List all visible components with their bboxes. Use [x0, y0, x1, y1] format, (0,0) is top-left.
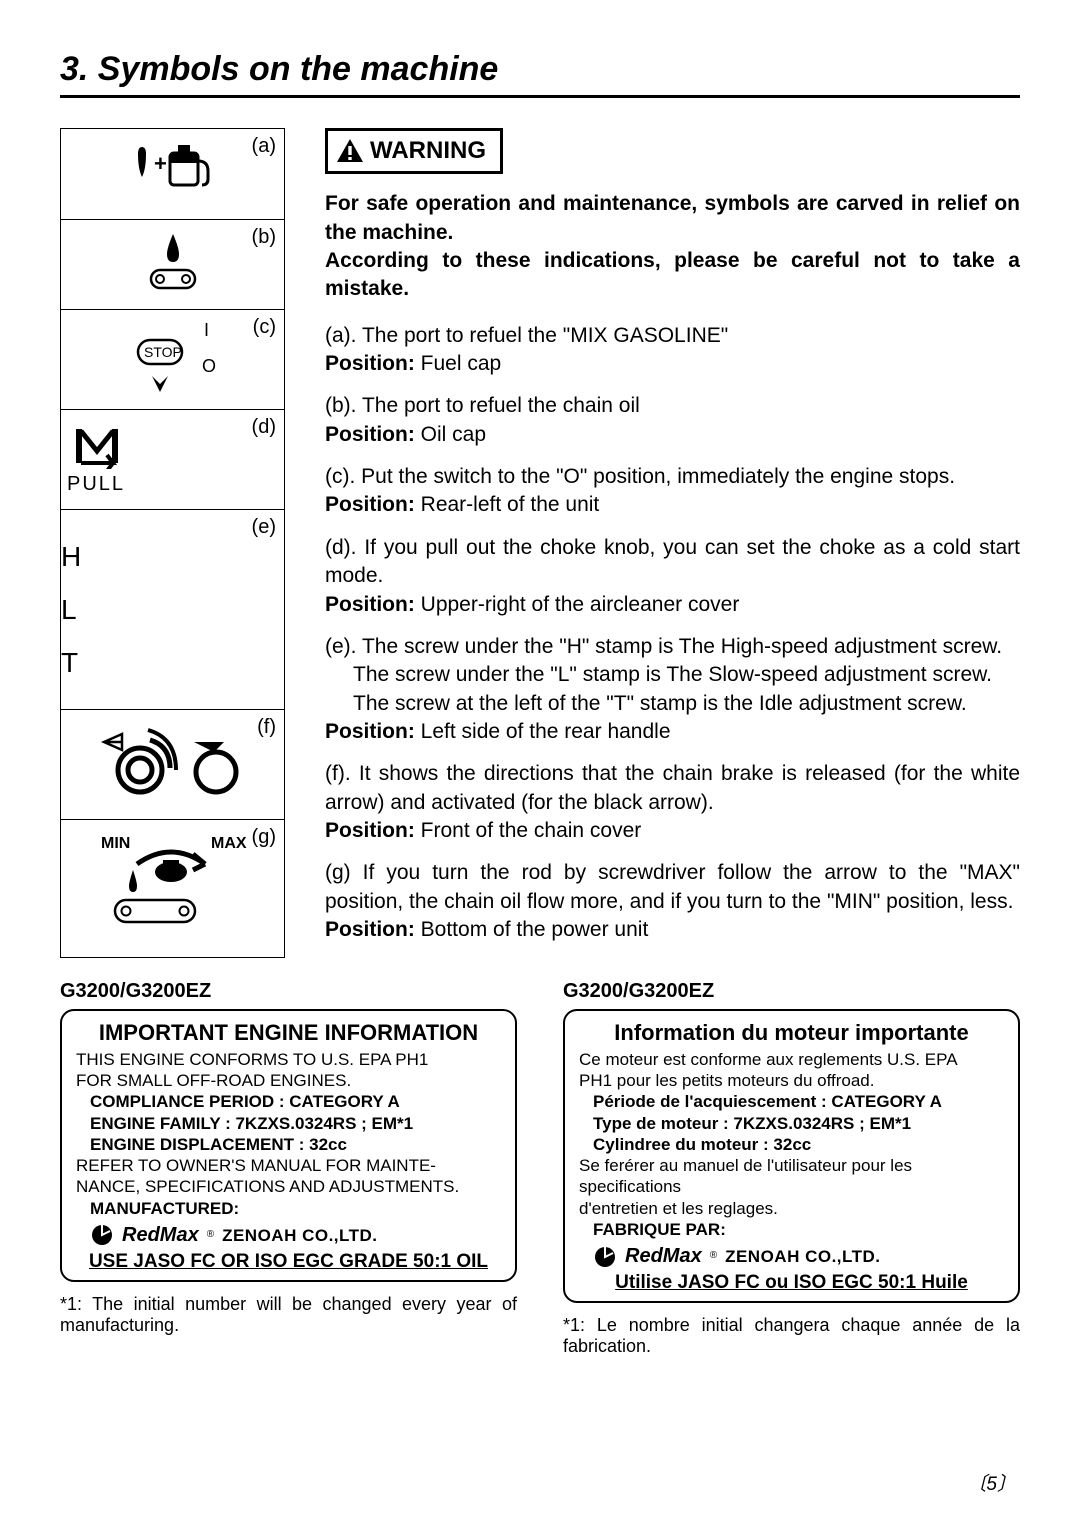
info-line: PH1 pour les petits moteurs du offroad. — [579, 1070, 1004, 1091]
symbol-cell-b: (b) — [61, 219, 284, 309]
brand-logo-icon — [593, 1245, 617, 1269]
symbol-description: (a). The port to refuel the "MIX GASOLIN… — [325, 322, 1020, 379]
svg-text:I: I — [204, 320, 209, 340]
chain-oil-icon — [133, 230, 213, 295]
page-number: 〔5〕 — [967, 1469, 1016, 1496]
symbol-label: (a) — [252, 135, 276, 158]
brand-name: RedMax — [122, 1223, 199, 1248]
warning-label: WARNING — [370, 135, 486, 167]
symbol-description: (d). If you pull out the choke knob, you… — [325, 534, 1020, 619]
letter-l: L — [61, 594, 77, 626]
info-line: NANCE, SPECIFICATIONS AND ADJUSTMENTS. — [76, 1176, 501, 1197]
info-line: Ce moteur est conforme aux reglements U.… — [579, 1049, 1004, 1070]
symbol-label: (c) — [253, 316, 276, 339]
symbol-cell-c: (c) I O STOP — [61, 309, 284, 409]
info-line: MANUFACTURED: — [90, 1198, 501, 1219]
choke-pull-icon — [67, 423, 127, 469]
letter-t: T — [61, 647, 78, 679]
symbol-cell-g: (g) MIN MAX — [61, 819, 284, 939]
symbol-label: (f) — [257, 716, 276, 739]
lower-panels: G3200/G3200EZ IMPORTANT ENGINE INFORMATI… — [60, 980, 1020, 1357]
symbol-cell-e: (e) H L T — [61, 509, 284, 709]
oil-line-en: USE JASO FC OR ISO EGC GRADE 50:1 OIL — [76, 1250, 501, 1274]
info-line: ENGINE DISPLACEMENT : 32cc — [90, 1134, 501, 1155]
oil-line-fr: Utilise JASO FC ou ISO EGC 50:1 Huile — [579, 1271, 1004, 1295]
info-line: Type de moteur : 7KZXS.0324RS ; EM*1 — [593, 1113, 1004, 1134]
symbol-label: (d) — [252, 416, 276, 439]
symbol-cell-d: (d) PULL — [61, 409, 284, 509]
panel-fr: G3200/G3200EZ Information du moteur impo… — [563, 980, 1020, 1357]
chain-brake-icon — [98, 720, 248, 800]
info-line: COMPLIANCE PERIOD : CATEGORY A — [90, 1091, 501, 1112]
info-line: Se ferérer au manuel de l'utilisateur po… — [579, 1155, 1004, 1198]
brand-suffix: ZENOAH CO.,LTD. — [725, 1246, 880, 1267]
description-column: WARNING For safe operation and maintenan… — [325, 128, 1020, 958]
info-line: ENGINE FAMILY : 7KZXS.0324RS ; EM*1 — [90, 1113, 501, 1134]
stop-switch-icon: I O STOP — [118, 320, 228, 400]
symbol-cell-a: (a) + — [61, 129, 284, 219]
symbol-description: (g) If you turn the rod by screwdriver f… — [325, 859, 1020, 944]
brand-suffix: ZENOAH CO.,LTD. — [222, 1225, 377, 1246]
info-line: REFER TO OWNER'S MANUAL FOR MAINTE- — [76, 1155, 501, 1176]
brand-logo-icon — [90, 1223, 114, 1247]
brand-name: RedMax — [625, 1244, 702, 1269]
symbol-description: (c). Put the switch to the "O" position,… — [325, 463, 1020, 520]
info-title-fr: Information du moteur importante — [579, 1019, 1004, 1047]
oil-flow-adjust-icon: MIN MAX — [93, 830, 253, 930]
symbol-label: (e) — [252, 516, 276, 539]
intro-text: For safe operation and maintenance, symb… — [325, 190, 1020, 303]
info-line: FABRIQUE PAR: — [593, 1219, 1004, 1240]
symbol-description: (e). The screw under the "H" stamp is Th… — [325, 633, 1020, 746]
info-box-fr: Information du moteur importante Ce mote… — [563, 1009, 1020, 1303]
panel-en: G3200/G3200EZ IMPORTANT ENGINE INFORMATI… — [60, 980, 517, 1357]
symbol-description: (b). The port to refuel the chain oilPos… — [325, 392, 1020, 449]
svg-text:STOP: STOP — [144, 344, 182, 360]
model-header-en: G3200/G3200EZ — [60, 980, 517, 1003]
items-list: (a). The port to refuel the "MIX GASOLIN… — [325, 322, 1020, 945]
info-line: Période de l'acquiescement : CATEGORY A — [593, 1091, 1004, 1112]
model-header-fr: G3200/G3200EZ — [563, 980, 1020, 1003]
info-line: FOR SMALL OFF-ROAD ENGINES. — [76, 1070, 501, 1091]
warning-icon — [336, 138, 364, 164]
fuel-mix-icon: + — [128, 139, 218, 199]
letter-h: H — [61, 541, 81, 573]
info-box-en: IMPORTANT ENGINE INFORMATION THIS ENGINE… — [60, 1009, 517, 1281]
footnote-en: *1: The initial number will be changed e… — [60, 1294, 517, 1336]
info-line: THIS ENGINE CONFORMS TO U.S. EPA PH1 — [76, 1049, 501, 1070]
info-title-en: IMPORTANT ENGINE INFORMATION — [76, 1019, 501, 1047]
info-line: d'entretien et les reglages. — [579, 1198, 1004, 1219]
brand-line-en: RedMax® ZENOAH CO.,LTD. — [90, 1223, 501, 1248]
footnote-fr: *1: Le nombre initial changera chaque an… — [563, 1315, 1020, 1357]
symbol-label: (g) — [252, 826, 276, 849]
info-line: Cylindree du moteur : 32cc — [593, 1134, 1004, 1155]
symbol-label: (b) — [252, 226, 276, 249]
top-layout: (a) + (b) (c) I O — [60, 128, 1020, 958]
pull-caption: PULL — [67, 473, 125, 496]
section-title: 3. Symbols on the machine — [60, 50, 1020, 98]
svg-text:+: + — [154, 151, 167, 176]
symbol-description: (f). It shows the directions that the ch… — [325, 760, 1020, 845]
warning-box: WARNING — [325, 128, 503, 174]
max-text: MAX — [211, 835, 247, 852]
symbol-cell-f: (f) — [61, 709, 284, 819]
svg-text:O: O — [202, 356, 216, 376]
min-text: MIN — [101, 835, 130, 852]
symbol-table: (a) + (b) (c) I O — [60, 128, 285, 958]
brand-line-fr: RedMax® ZENOAH CO.,LTD. — [593, 1244, 1004, 1269]
